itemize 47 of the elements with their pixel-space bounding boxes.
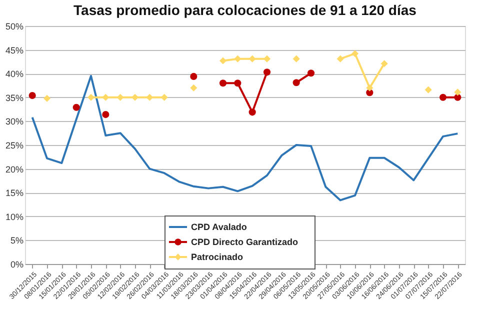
point <box>351 50 359 58</box>
legend-label: Patrocinado <box>191 252 244 262</box>
y-tick-label: 45% <box>5 45 24 56</box>
point <box>116 94 124 101</box>
point <box>292 55 300 62</box>
point <box>28 92 36 100</box>
point <box>454 88 462 96</box>
point <box>263 55 271 62</box>
point <box>307 70 315 77</box>
point <box>454 94 462 101</box>
y-tick-label: 0% <box>10 260 24 270</box>
point <box>234 55 242 62</box>
y-tick-label: 50% <box>5 22 24 32</box>
point <box>336 55 344 62</box>
point <box>219 57 227 64</box>
chart-title: Tasas promedio para colocaciones de 91 a 120 días <box>74 2 417 18</box>
point <box>380 60 388 68</box>
point <box>131 94 139 101</box>
point <box>160 94 168 101</box>
y-tick-label: 20% <box>5 164 24 174</box>
legend-label: CPD Avalado <box>191 222 248 232</box>
point <box>248 108 256 116</box>
y-tick-label: 40% <box>5 69 24 80</box>
y-tick-label: 35% <box>5 92 24 103</box>
point <box>146 94 154 101</box>
y-tick-label: 10% <box>5 212 24 222</box>
point <box>87 94 95 101</box>
y-tick-label: 30% <box>5 116 24 127</box>
point <box>263 68 271 76</box>
point <box>190 84 198 92</box>
point <box>234 80 242 87</box>
y-tick-label: 5% <box>10 236 24 246</box>
point <box>424 86 432 94</box>
point <box>248 55 256 62</box>
point <box>292 79 300 86</box>
legend-label: CPD Directo Garantizado <box>191 237 299 247</box>
point <box>72 104 80 111</box>
point <box>439 94 447 101</box>
y-tick-label: 15% <box>5 188 24 198</box>
point <box>219 80 227 87</box>
point <box>43 94 51 102</box>
point <box>102 111 110 118</box>
y-tick-label: 25% <box>5 140 24 150</box>
point <box>190 72 198 80</box>
point <box>366 84 374 92</box>
line-series <box>31 74 459 202</box>
point <box>102 94 110 101</box>
